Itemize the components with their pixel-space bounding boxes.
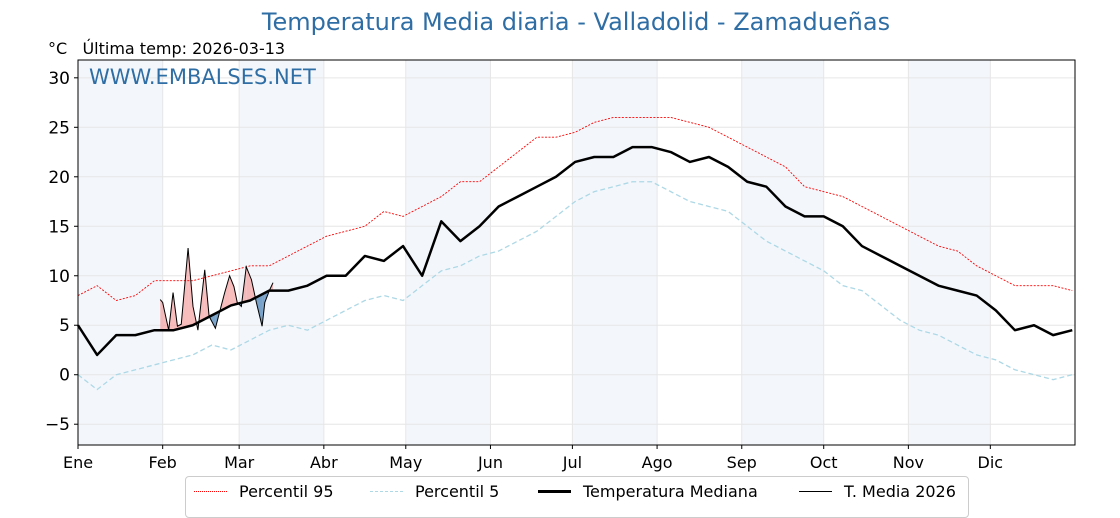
month-band	[742, 60, 824, 445]
y-tick-label: 10	[48, 267, 70, 287]
y-tick-label: 20	[48, 168, 70, 188]
chart-svg: −5 0 5 10 15 20 25 30 Ene Feb Mar Abr May Jun Jul Ago Se…	[0, 0, 1120, 500]
month-band	[908, 60, 990, 445]
y-tick-label: 0	[59, 366, 70, 386]
legend-swatch-median	[538, 490, 571, 493]
x-tick-label: Dic	[978, 453, 1004, 472]
x-tick-label: Ene	[63, 453, 93, 472]
y-tick-label: 5	[59, 316, 70, 336]
x-tick-label: Ago	[642, 453, 673, 472]
chart-container: Temperatura Media diaria - Valladolid - …	[0, 0, 1120, 500]
legend-swatch-p95	[194, 491, 227, 492]
anomaly-fill	[225, 276, 230, 309]
x-tick-label: May	[389, 453, 422, 472]
y-tick-label: −5	[45, 415, 70, 435]
month-band	[239, 60, 324, 445]
x-tick-label: Mar	[224, 453, 255, 472]
legend-label: Percentil 95	[239, 482, 334, 501]
x-tick-label: Sep	[727, 453, 757, 472]
legend-item-p5: Percentil 5	[370, 482, 499, 501]
watermark: WWW.EMBALSES.NET	[89, 65, 316, 89]
y-tick-label: 25	[48, 118, 70, 138]
legend-swatch-p5	[370, 491, 403, 492]
anomaly-fill	[160, 300, 162, 331]
legend-swatch-current	[799, 491, 832, 492]
legend-item-p95: Percentil 95	[194, 482, 334, 501]
legend-item-current: T. Media 2026	[799, 482, 956, 501]
y-tick-label: 15	[48, 217, 70, 237]
legend-label: Temperatura Mediana	[583, 482, 758, 501]
y-tick-label: 30	[48, 69, 70, 89]
legend: Percentil 95 Percentil 5 Temperatura Med…	[185, 476, 969, 518]
legend-item-median: Temperatura Mediana	[538, 482, 758, 501]
x-tick-label: Oct	[810, 453, 838, 472]
legend-label: T. Media 2026	[844, 482, 956, 501]
x-tick-label: Nov	[893, 453, 924, 472]
legend-label: Percentil 5	[415, 482, 499, 501]
x-tick-label: Jul	[562, 453, 582, 472]
x-tick-label: Feb	[149, 453, 177, 472]
month-band	[78, 60, 163, 445]
x-tick-label: Abr	[310, 453, 338, 472]
x-tick-label: Jun	[477, 453, 503, 472]
month-band	[406, 60, 491, 445]
